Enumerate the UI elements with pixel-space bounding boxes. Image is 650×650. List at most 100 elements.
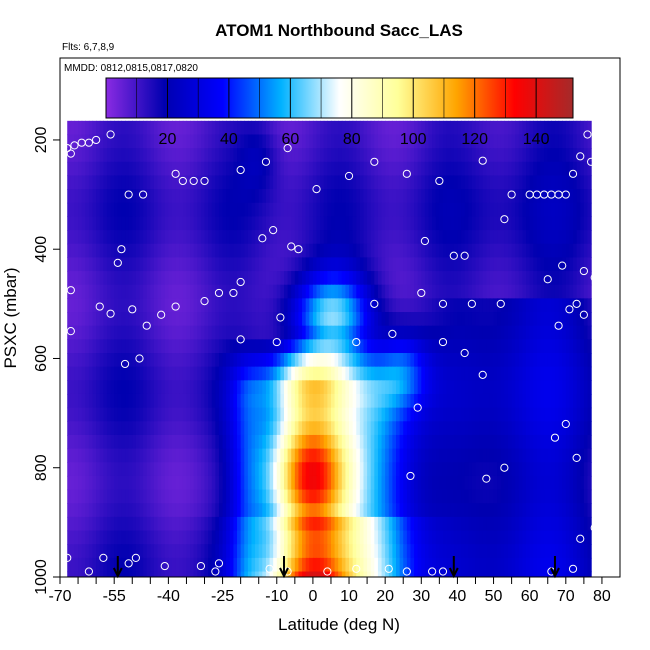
heatmap-cell xyxy=(244,489,249,504)
heatmap-cell xyxy=(96,544,101,559)
heatmap-cell xyxy=(190,407,195,422)
heatmap-cell xyxy=(479,298,484,313)
heatmap-cell xyxy=(117,148,123,163)
heatmap-cell xyxy=(153,393,159,409)
heatmap-cell xyxy=(193,393,198,409)
heatmap-cell xyxy=(258,421,263,436)
heatmap-cell xyxy=(381,407,386,422)
heatmap-cell xyxy=(197,353,202,368)
heatmap-cell xyxy=(547,571,552,577)
heatmap-cell xyxy=(565,175,571,190)
heatmap-cell xyxy=(269,202,274,218)
heatmap-cell xyxy=(157,530,162,545)
heatmap-cell xyxy=(240,243,245,259)
heatmap-cell xyxy=(439,271,444,286)
heatmap-cell xyxy=(457,120,462,136)
heatmap-cell xyxy=(215,175,220,190)
heatmap-cell xyxy=(518,434,524,450)
heatmap-cell xyxy=(135,161,141,177)
heatmap-cell xyxy=(464,366,469,381)
heatmap-cell xyxy=(240,366,245,381)
heatmap-cell xyxy=(558,202,563,218)
heatmap-cell xyxy=(269,120,274,136)
heatmap-cell xyxy=(349,298,354,313)
heatmap-cell xyxy=(78,161,83,177)
heatmap-cell xyxy=(421,325,426,340)
heatmap-cell xyxy=(558,421,563,436)
heatmap-cell xyxy=(349,120,354,136)
heatmap-cell xyxy=(587,134,592,149)
heatmap-cell xyxy=(370,243,375,259)
heatmap-cell xyxy=(244,148,249,163)
heatmap-cell xyxy=(284,434,289,450)
heatmap-cell xyxy=(475,148,480,163)
heatmap-cell xyxy=(461,557,466,573)
heatmap-cell xyxy=(327,216,332,231)
heatmap-cell xyxy=(298,475,303,491)
heatmap-cell xyxy=(99,448,104,463)
heatmap-cell xyxy=(85,571,90,577)
heatmap-cell xyxy=(479,571,484,577)
heatmap-cell xyxy=(330,120,336,136)
heatmap-cell xyxy=(486,257,491,272)
heatmap-cell xyxy=(522,325,527,340)
heatmap-cell xyxy=(323,353,328,368)
heatmap-cell xyxy=(471,202,477,218)
heatmap-cell xyxy=(320,202,325,218)
heatmap-cell xyxy=(139,448,144,463)
heatmap-cell xyxy=(446,189,451,204)
heatmap-cell xyxy=(435,120,440,136)
heatmap-cell xyxy=(486,366,491,381)
heatmap-cell xyxy=(453,366,459,381)
heatmap-cell xyxy=(135,448,141,463)
heatmap-cell xyxy=(363,339,368,354)
heatmap-cell xyxy=(153,216,159,231)
heatmap-cell xyxy=(349,312,354,327)
heatmap-cell xyxy=(222,134,227,149)
heatmap-cell xyxy=(551,339,556,354)
heatmap-cell xyxy=(175,557,180,573)
heatmap-cell xyxy=(356,271,361,286)
heatmap-cell xyxy=(265,148,271,163)
heatmap-cell xyxy=(450,148,455,163)
heatmap-cell xyxy=(193,325,198,340)
heatmap-cell xyxy=(67,271,72,286)
heatmap-cell xyxy=(341,216,347,231)
heatmap-cell xyxy=(573,216,578,231)
heatmap-cell xyxy=(168,489,173,504)
heatmap-cell xyxy=(475,284,480,299)
heatmap-cell xyxy=(529,134,534,149)
heatmap-cell xyxy=(78,134,83,149)
heatmap-cell xyxy=(316,271,321,286)
heatmap-cell xyxy=(168,120,173,136)
heatmap-cell xyxy=(421,448,426,463)
heatmap-cell xyxy=(110,366,115,381)
heatmap-cell xyxy=(150,175,155,190)
heatmap-cell xyxy=(341,257,347,272)
heatmap-cell xyxy=(493,202,498,218)
heatmap-cell xyxy=(526,393,531,409)
heatmap-cell xyxy=(114,298,119,313)
heatmap-cell xyxy=(294,257,300,272)
heatmap-cell xyxy=(121,175,126,190)
heatmap-cell xyxy=(327,202,332,218)
heatmap-cell xyxy=(110,353,115,368)
heatmap-cell xyxy=(403,557,408,573)
heatmap-cell xyxy=(103,148,108,163)
sample-point xyxy=(84,138,94,147)
heatmap-cell xyxy=(117,448,123,463)
heatmap-cell xyxy=(396,489,401,504)
heatmap-cell xyxy=(182,421,188,436)
heatmap-cell xyxy=(392,353,397,368)
heatmap-cell xyxy=(244,516,249,532)
sample-point xyxy=(500,215,509,224)
heatmap-cell xyxy=(554,161,560,177)
heatmap-cell xyxy=(164,271,169,286)
heatmap-cell xyxy=(511,434,516,450)
heatmap-cell xyxy=(392,434,397,450)
heatmap-cell xyxy=(374,448,379,463)
heatmap-cell xyxy=(464,216,469,231)
heatmap-cell xyxy=(226,475,231,491)
heatmap-cell xyxy=(428,120,433,136)
heatmap-cell xyxy=(291,544,296,559)
